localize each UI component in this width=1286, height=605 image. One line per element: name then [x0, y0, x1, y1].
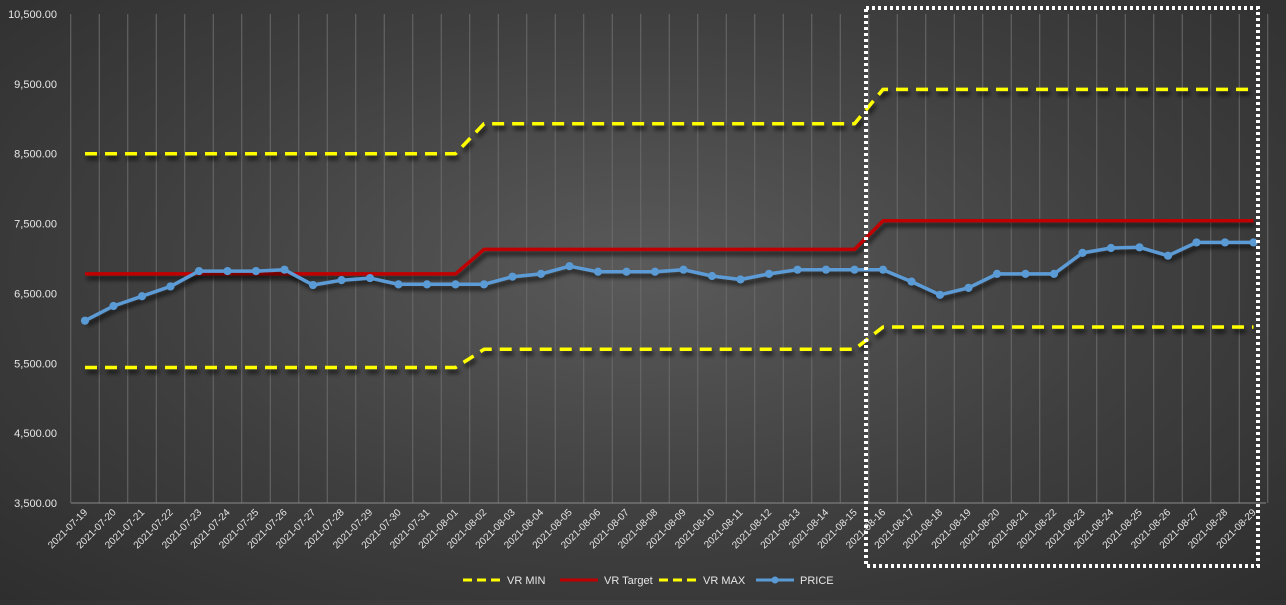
- price-data-point: [251, 266, 261, 276]
- legend-marker-price: [771, 576, 779, 584]
- highlight-dotted-box: [864, 6, 1260, 568]
- price-data-point: [964, 283, 973, 292]
- price-data-point: [80, 316, 90, 325]
- price-data-point: [1163, 251, 1173, 260]
- y-tick-label: 8,500.00: [14, 149, 57, 161]
- y-tick-label: 9,500.00: [14, 79, 57, 91]
- price-data-point: [365, 273, 375, 283]
- price-data-point: [1192, 238, 1201, 247]
- price-data-point: [1078, 248, 1087, 258]
- y-tick-label: 7,500.00: [14, 219, 57, 231]
- price-data-point: [422, 280, 432, 289]
- y-tick-label: 4,500.00: [14, 428, 57, 440]
- series-line-vr-min: [85, 325, 1254, 370]
- legend-label: VR MIN: [507, 575, 546, 587]
- price-data-point: [907, 277, 916, 286]
- price-data-point: [565, 262, 574, 271]
- series-line-price: [84, 240, 1254, 323]
- y-tick-label: 6,500.00: [14, 288, 57, 300]
- series-line-vr-target: [85, 219, 1254, 276]
- price-data-point: [679, 265, 688, 274]
- price-data-point: [821, 265, 831, 274]
- y-tick-label: 10,500.00: [8, 9, 57, 21]
- legend: VR MIN VR Target VR MAX PRICE: [463, 575, 834, 587]
- price-data-point: [280, 265, 289, 274]
- price-data-point: [337, 276, 346, 285]
- price-data-point: [536, 269, 546, 278]
- legend-label: PRICE: [800, 575, 834, 587]
- price-data-point: [451, 280, 460, 289]
- price-data-point: [479, 280, 489, 289]
- price-data-point: [850, 265, 859, 274]
- series-lines: [80, 87, 1258, 370]
- series-line-vr-max: [85, 87, 1254, 156]
- price-data-point: [1106, 243, 1116, 253]
- y-tick-label: 3,500.00: [14, 498, 57, 510]
- price-data-point: [992, 269, 1002, 278]
- price-data-point: [1021, 269, 1030, 278]
- price-data-point: [137, 292, 147, 301]
- price-data-point: [764, 269, 774, 278]
- price-data-point: [707, 271, 717, 281]
- price-data-point: [1135, 243, 1144, 252]
- gridlines: [70, 14, 1269, 503]
- price-data-point: [308, 280, 318, 290]
- price-data-point: [194, 266, 204, 276]
- price-data-point: [736, 275, 745, 284]
- price-data-point: [878, 265, 888, 274]
- legend-label: VR Target: [604, 575, 653, 587]
- highlight-box: [864, 6, 1260, 568]
- price-data-point: [793, 265, 802, 274]
- price-data-point: [622, 267, 631, 276]
- price-data-point: [1049, 269, 1059, 278]
- price-data-point: [508, 272, 517, 281]
- price-data-point: [223, 266, 232, 276]
- y-tick-label: 5,500.00: [14, 358, 57, 370]
- legend-label: VR MAX: [703, 575, 746, 587]
- price-data-point: [593, 267, 603, 276]
- price-data-point: [650, 267, 660, 276]
- price-data-point: [109, 301, 118, 311]
- price-data-point: [394, 280, 403, 289]
- price-data-point: [166, 282, 175, 291]
- price-data-point: [935, 290, 945, 299]
- price-data-point: [1220, 238, 1230, 247]
